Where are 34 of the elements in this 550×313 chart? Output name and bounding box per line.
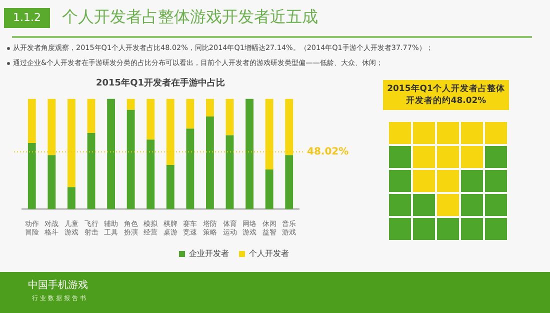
text: 个人开发者占整体游戏开发者近五成 bbox=[62, 7, 318, 28]
bar bbox=[146, 140, 155, 210]
text: 中国手机游戏 bbox=[28, 278, 88, 292]
bar bbox=[265, 98, 274, 170]
chart-title: 2015年Q1开发者在手游中占比 bbox=[96, 78, 225, 89]
bar bbox=[28, 98, 36, 143]
bar bbox=[68, 98, 76, 188]
bar bbox=[226, 98, 234, 136]
bar bbox=[246, 98, 254, 210]
bar bbox=[126, 98, 135, 110]
bar bbox=[87, 133, 96, 210]
bar bbox=[285, 155, 294, 210]
bar bbox=[48, 155, 56, 210]
bar bbox=[28, 142, 36, 210]
bar bbox=[285, 98, 294, 156]
text: 1.1.2 bbox=[4, 8, 50, 28]
bar bbox=[126, 110, 135, 210]
bar bbox=[87, 98, 96, 134]
bar bbox=[226, 135, 234, 210]
bar bbox=[265, 169, 274, 210]
bar bbox=[206, 116, 214, 210]
bar bbox=[186, 98, 194, 129]
text: 48.02% bbox=[307, 146, 349, 158]
bar bbox=[186, 128, 194, 210]
text: 2015年Q1个人开发者占整体开发者的约48.02% bbox=[383, 80, 509, 110]
bar bbox=[166, 98, 174, 166]
bar bbox=[107, 98, 115, 210]
bar bbox=[146, 98, 155, 140]
bar bbox=[206, 98, 214, 116]
legend-label: 个人开发者 bbox=[249, 249, 289, 258]
bar bbox=[68, 187, 76, 210]
legend-label: 企业开发者 bbox=[189, 249, 229, 258]
bar bbox=[166, 165, 174, 210]
bar bbox=[48, 98, 56, 156]
